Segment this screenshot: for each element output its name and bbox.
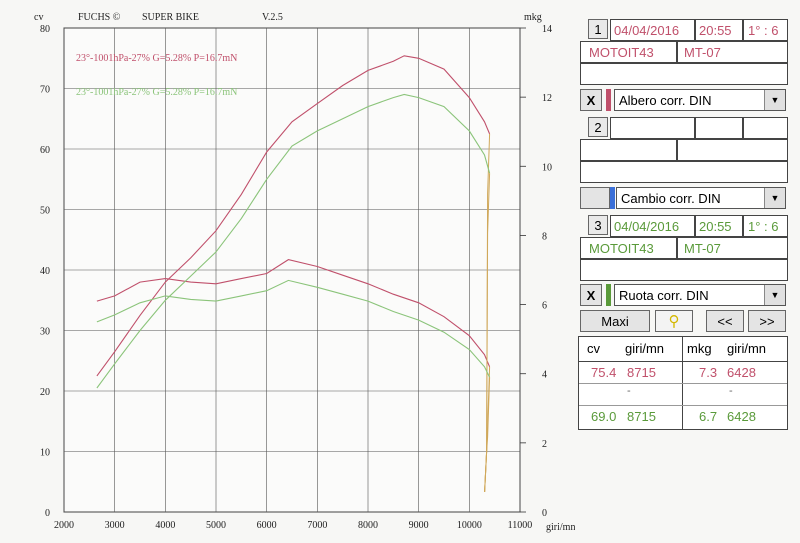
y-left-tick-label: 10	[40, 448, 50, 459]
slot-3-time: 20:55	[695, 215, 743, 237]
next-button[interactable]: >>	[748, 310, 786, 332]
dyno-chart: 2000 3000 4000 5000 6000 7000 8000 9000 10000 110…	[34, 12, 575, 533]
x-tick-label: 11000	[508, 520, 533, 531]
slot-1-index[interactable]: 1	[588, 19, 608, 39]
r2-cv: -	[627, 385, 631, 397]
magnifier-icon: ⚲	[668, 313, 680, 330]
y-left-tick-label: 60	[40, 145, 50, 156]
y-left-tick-label: 30	[40, 327, 50, 338]
y-right-tick-label: 2	[542, 439, 547, 450]
run-panel: 1 04/04/2016 20:55 1° : 6 MOTOIT43 MT-07…	[578, 15, 788, 430]
filter-2-close-button[interactable]	[580, 187, 610, 209]
x-tick-label: 2000	[54, 520, 74, 531]
slot-1-pilot: MOTOIT43	[580, 41, 677, 63]
slot-2-date	[610, 117, 695, 139]
filter-1-select[interactable]: Albero corr. DIN ▼	[614, 89, 786, 111]
y-left-tick-label: 80	[40, 24, 50, 35]
x-tick-label: 6000	[257, 520, 277, 531]
y-right-tick-label: 10	[542, 162, 552, 173]
slot-1-time: 20:55	[695, 19, 743, 41]
header-giri-1: giri/mn	[625, 341, 665, 356]
r2-mkg: -	[729, 385, 733, 397]
slot-3-date: 04/04/2016	[610, 215, 695, 237]
slot-2-index[interactable]: 2	[588, 117, 608, 137]
r1-giri: 8715	[627, 365, 656, 380]
slot-3-gear: 1° : 6	[743, 215, 788, 237]
y-left-tick-label: 20	[40, 387, 50, 398]
series-line-2	[96, 259, 491, 368]
r1-giri-2: 6428	[727, 365, 756, 380]
y-left-tick-label: 40	[40, 266, 50, 277]
r3-giri: 8715	[627, 409, 656, 424]
header-cv: cv	[587, 341, 600, 356]
annotation: 23°-1001hPa-27% G=5.28% P=16.7mN	[76, 87, 237, 98]
y-right-axis-label: mkg	[524, 12, 542, 23]
y-left-axis-label: cv	[34, 12, 43, 23]
series-line-3	[96, 93, 491, 389]
chevron-down-icon[interactable]: ▼	[764, 285, 785, 305]
x-axis-label: giri/mn	[546, 522, 575, 533]
series-tail-4	[484, 377, 491, 493]
y-right-tick-label: 6	[542, 301, 547, 312]
slot-3-model: MT-07	[677, 237, 788, 259]
slot-1-model: MT-07	[677, 41, 788, 63]
slot-2-notes	[580, 161, 788, 183]
filter-3-close-button[interactable]: X	[580, 284, 602, 306]
r3-cv: 69.0	[591, 409, 617, 424]
chevron-down-icon[interactable]: ▼	[764, 90, 785, 110]
results-table: cv giri/mn mkg giri/mn 75.4 8715 7.3 642…	[578, 336, 788, 430]
filter-1-label: Albero corr. DIN	[619, 92, 712, 108]
x-tick-label: 9000	[409, 520, 429, 531]
x-tick-label: 5000	[206, 520, 226, 531]
slot-2-model	[677, 139, 788, 161]
slot-2-pilot	[580, 139, 677, 161]
r3-giri-2: 6428	[727, 409, 756, 424]
series-line-1	[96, 55, 491, 377]
y-right-tick-label: 4	[542, 370, 547, 381]
header-mkg: mkg	[687, 341, 712, 356]
slot-1-date: 04/04/2016	[610, 19, 695, 41]
x-tick-label: 4000	[155, 520, 175, 531]
filter-2-swatch	[610, 187, 615, 209]
x-tick-label: 8000	[358, 520, 378, 531]
previous-button[interactable]: <<	[706, 310, 744, 332]
x-tick-label: 10000	[457, 520, 482, 531]
r1-cv: 75.4	[591, 365, 617, 380]
slot-3-index[interactable]: 3	[588, 215, 608, 235]
header-giri-2: giri/mn	[727, 341, 767, 356]
y-right-tick-label: 14	[542, 24, 552, 35]
y-right-tick-label: 8	[542, 231, 547, 242]
r1-mkg: 7.3	[699, 365, 718, 380]
slot-2-gear	[743, 117, 788, 139]
filter-3-select[interactable]: Ruota corr. DIN ▼	[614, 284, 786, 306]
version-label: V.2.5	[262, 12, 283, 23]
chevron-down-icon[interactable]: ▼	[764, 188, 785, 208]
y-right-tick-label: 0	[542, 508, 547, 519]
x-tick-label: 7000	[307, 520, 327, 531]
zoom-button[interactable]: ⚲	[655, 310, 693, 332]
filter-1-close-button[interactable]: X	[580, 89, 602, 111]
filter-3-swatch	[606, 284, 611, 306]
filter-1-swatch	[606, 89, 611, 111]
x-tick-label: 3000	[105, 520, 125, 531]
filter-3-label: Ruota corr. DIN	[619, 287, 709, 303]
y-left-tick-label: 70	[40, 85, 50, 96]
slot-3-pilot: MOTOIT43	[580, 237, 677, 259]
series-line-4	[96, 279, 491, 378]
filter-2-label: Cambio corr. DIN	[621, 190, 721, 206]
y-left-tick-label: 50	[40, 206, 50, 217]
y-left-tick-label: 0	[45, 508, 50, 519]
slot-1-notes	[580, 63, 788, 85]
slot-3-notes	[580, 259, 788, 281]
annotation: 23°-1001hPa-27% G=5.28% P=16.7mN	[76, 53, 237, 64]
chart-title: SUPER BIKE	[142, 12, 199, 23]
slot-2-time	[695, 117, 743, 139]
r3-mkg: 6.7	[699, 409, 718, 424]
y-right-tick-label: 12	[542, 93, 552, 104]
brand-label: FUCHS ©	[78, 12, 121, 23]
maxi-button[interactable]: Maxi	[580, 310, 650, 332]
slot-1-gear: 1° : 6	[743, 19, 788, 41]
filter-2-select[interactable]: Cambio corr. DIN ▼	[616, 187, 786, 209]
